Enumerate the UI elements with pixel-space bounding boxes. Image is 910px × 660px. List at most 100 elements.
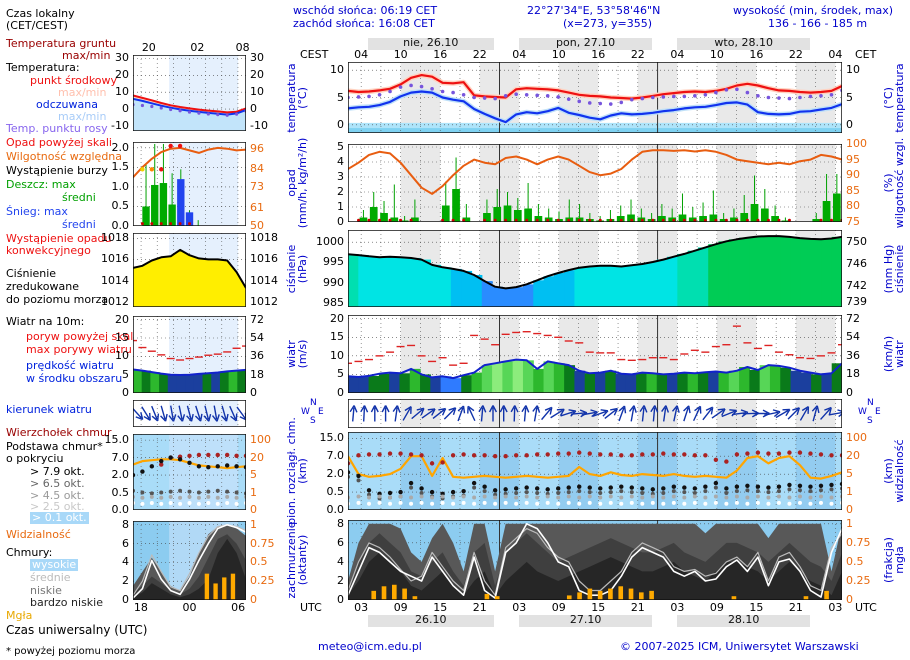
panel-cloudiness (347, 519, 843, 601)
hour-label-utc: 21 (472, 601, 487, 614)
utc-label-left: UTC (300, 601, 322, 614)
panel-wind_direction (131, 399, 248, 428)
hour-label-top: 04 (354, 48, 369, 61)
panel-wind_direction (347, 398, 845, 429)
local-time-label: Czas lokalny (6, 7, 75, 20)
ytick-label: 0 (337, 215, 344, 228)
hour-label-top: 16 (591, 48, 606, 61)
ytick-label: 20 (115, 312, 129, 326)
ytick-label: 0.5 (111, 485, 130, 499)
ytick-label: 1012 (101, 294, 129, 308)
hour-label-top: 22 (630, 48, 645, 61)
day-band (677, 38, 810, 50)
feels-maxmin: max/min (58, 110, 107, 123)
ytick-label: 1 (250, 517, 257, 531)
mini-hour-top: 02 (190, 41, 205, 54)
hour-label-top: 16 (433, 48, 448, 61)
ytick-label: 5 (337, 90, 344, 104)
day-band (367, 38, 494, 50)
ytick-label: 20 (330, 311, 344, 325)
ytick-label: 0 (337, 593, 344, 606)
day-label-0: nie, 26.10 (403, 36, 459, 49)
temperature-label: Temperatura: (6, 61, 80, 74)
ytick-label: 0.0 (326, 503, 345, 516)
sunrise-time: wschód słońca: 06:19 CET (293, 4, 438, 17)
hour-label-top: 04 (670, 48, 685, 61)
ytick-label: -10 (111, 118, 129, 132)
ytick-label: 0 (846, 386, 853, 399)
ytick-label: 0.25 (846, 573, 871, 587)
hour-label-utc: 03 (828, 601, 843, 614)
hour-label-top: 22 (472, 48, 487, 61)
axis-humidity-right: (%) wilgotność wzgl. (882, 137, 906, 229)
cloud-base-label-1: Podstawa chmur* (6, 440, 103, 453)
ytick-label: 1012 (250, 294, 278, 308)
ytick-label: 5 (846, 467, 853, 481)
mini-hour-bottom: 00 (182, 601, 197, 614)
rain-mean-label: średni (62, 191, 96, 204)
ytick-label: 84 (250, 161, 264, 175)
panel-wind (129, 315, 250, 394)
compass-n: N (310, 398, 317, 408)
axis-temperature-right: (°C) temperatura (882, 62, 906, 133)
ytick-label: 72 (250, 312, 264, 326)
ytick-label: 85 (846, 183, 860, 197)
ytick-label: 0 (122, 102, 129, 116)
humidity-label: Wilgotność względna (6, 150, 123, 163)
pressure-label-3: do poziomu morza (6, 293, 109, 306)
date-band (677, 615, 810, 627)
storm-label: Wystąpienie burzy (6, 164, 108, 177)
ytick-label: 20 (250, 68, 264, 82)
grid-point: (x=273, y=355) (563, 17, 653, 30)
ytick-label: 10 (115, 85, 129, 99)
hour-label-top: 04 (828, 48, 843, 61)
hour-label-utc: 03 (354, 601, 369, 614)
date-band (519, 615, 652, 627)
ytick-label: 0 (122, 593, 129, 606)
ytick-label: 5 (337, 367, 344, 381)
axis-fog-right: (frakcja) mgła (882, 537, 906, 583)
ytick-label: 15 (330, 330, 344, 344)
ytick-label: 10 (250, 85, 264, 99)
ytick-label: 1018 (250, 231, 278, 245)
axis-temperature-left: temperatura (°C) (285, 62, 309, 133)
ytick-label: 0 (250, 102, 257, 116)
okta-45-label: > 4.5 okt. (30, 489, 85, 502)
ytick-label: 80 (846, 199, 860, 213)
ytick-label: 0 (846, 503, 853, 516)
ytick-label: 100 (250, 433, 271, 447)
day-label-1: pon, 27.10 (556, 36, 616, 49)
ytick-label: 0.5 (250, 555, 268, 569)
ytick-label: 6 (337, 535, 344, 549)
ground-temp-maxmin: max/min (62, 49, 111, 62)
ytick-label: 100 (846, 137, 867, 150)
compass-s: S (310, 416, 316, 426)
ytick-label: 0 (846, 117, 853, 131)
panel-clouds (130, 433, 249, 511)
ytick-label: 1014 (250, 273, 278, 287)
contact-email-link[interactable]: meteo@icm.edu.pl (318, 640, 422, 653)
ytick-label: 72 (846, 311, 860, 325)
ytick-label: 742 (846, 278, 867, 292)
max-gusts-label: max porywy wiatru (26, 343, 132, 356)
ytick-label: 1018 (101, 231, 129, 245)
ytick-label: 5 (337, 140, 344, 153)
local-time-zone: (CET/CEST) (6, 19, 68, 32)
mini-hour-top: 08 (235, 41, 250, 54)
ytick-label: 4 (122, 555, 129, 569)
ytick-label: 2 (337, 573, 344, 587)
utc-time-label: Czas uniwersalny (UTC) (6, 623, 148, 637)
ytick-label: 1.5 (111, 160, 130, 174)
temp-maxmin: max/min (58, 86, 107, 99)
hour-label-top: 10 (551, 48, 566, 61)
ytick-label: 0 (250, 503, 257, 516)
midpoint-temp-label: punkt środkowy (30, 74, 118, 87)
ytick-label: 20 (115, 68, 129, 82)
ytick-label: 15 (115, 331, 129, 344)
ytick-label: 15.0 (104, 433, 130, 447)
axis-pressure-right: (mm Hg) ciśnienie (882, 244, 906, 293)
ytick-label: 2 (337, 185, 344, 198)
very-low-clouds-label: bardzo niskie (30, 596, 103, 609)
ytick-label: 1 (250, 485, 257, 499)
